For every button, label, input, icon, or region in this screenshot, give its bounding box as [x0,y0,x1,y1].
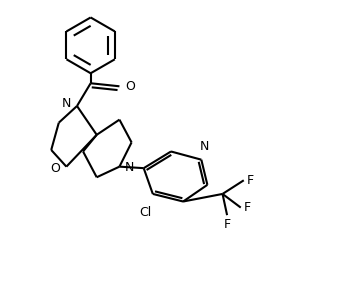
Text: F: F [244,201,251,214]
Text: N: N [200,140,209,153]
Text: F: F [247,174,254,187]
Text: Cl: Cl [139,206,152,219]
Text: F: F [224,218,231,231]
Text: O: O [50,162,60,175]
Text: N: N [62,97,71,110]
Text: N: N [125,161,134,174]
Text: O: O [125,80,135,93]
